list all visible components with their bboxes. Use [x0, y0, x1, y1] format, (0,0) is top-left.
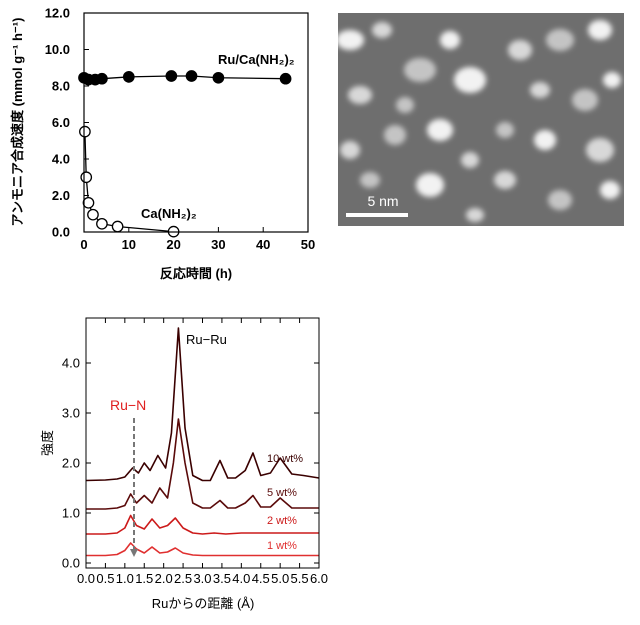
nanoparticle-blob [416, 173, 444, 197]
nanoparticle-blob [338, 30, 364, 50]
nanoparticle-blob [454, 67, 486, 93]
chartA-point-1-2 [82, 196, 95, 209]
chartA-point-0-3 [96, 72, 108, 85]
chartC-xtick-label: 0.5 [96, 571, 114, 586]
chartA-ytick-label: 12.0 [45, 6, 70, 21]
chartC-xtick-label: 6.0 [310, 571, 328, 586]
chartC-xtick-label: 2.0 [155, 571, 173, 586]
micrograph-background [338, 13, 624, 226]
chartC-xtick-label: 1.0 [116, 571, 134, 586]
chartC-xtick-label: 5.5 [291, 571, 309, 586]
nanoparticle-blob [384, 125, 406, 145]
chartA-xtick-label: 40 [256, 237, 270, 252]
nanoparticle-blob [496, 122, 514, 138]
chartC-xtick-label: 4.5 [252, 571, 270, 586]
chartA-point-1-0 [79, 125, 91, 138]
chartA-point-1-1 [80, 171, 93, 184]
rdf-chart: 0.0 0.5 1.0 1.5 2.0 2.5 3.0 3.5 4.0 4.5 5.0 5.5 6.00… [40, 317, 328, 611]
chartA-point-0-7 [212, 71, 225, 84]
nanoparticle-blob [466, 208, 484, 222]
chartA-point-1-3 [87, 208, 99, 221]
chartA-ylabel: アンモニア合成速度 (mmol g⁻¹ h⁻¹) [10, 18, 25, 227]
chartC-label-2wt: 2 wt% [267, 515, 297, 527]
chartA-point-0-8 [279, 72, 292, 85]
nanoparticle-blob [548, 190, 572, 210]
chartC-xtick-label: 3.5 [213, 571, 231, 586]
chartC-series-line-1 [86, 418, 319, 510]
chartC-xtick-label: 1.5 [135, 571, 153, 586]
chartC-ytick-label: 1.0 [62, 506, 80, 521]
chartC-xtick-label: 2.5 [174, 571, 192, 586]
nanoparticle-blob [530, 82, 550, 98]
nanoparticle-blob [600, 181, 620, 199]
chartA-xtick-label: 30 [211, 237, 225, 252]
nanoparticle-blob [508, 40, 532, 60]
nanoparticle-blob [348, 86, 372, 104]
ru-n-marker-arrow [130, 549, 138, 557]
nanoparticle-blob [546, 29, 574, 51]
chartA-xlabel: 反応時間 (h) [160, 266, 232, 281]
chartC-ytick-label: 2.0 [62, 456, 80, 471]
chartA-series-label-ru: Ru/Ca(NH₂)₂ [218, 52, 295, 67]
nanoparticle-blob [588, 20, 612, 40]
chartC-ytick-label: 4.0 [62, 356, 80, 371]
scale-bar-label: 5 nm [367, 193, 398, 209]
chartA-ytick-label: 8.0 [52, 79, 70, 94]
chartC-xtick-label: 3.0 [193, 571, 211, 586]
nanoparticle-blob [360, 172, 380, 188]
chartA-xtick-label: 0 [80, 237, 87, 252]
nanoparticle-blob [534, 130, 556, 150]
nanoparticle-blob [572, 89, 598, 111]
nanoparticle-blob [404, 58, 436, 82]
chartC-annotation-ru-ru: Ru−Ru [186, 332, 227, 347]
nanoparticle-blob [603, 72, 621, 88]
chartA-ytick-label: 6.0 [52, 115, 70, 130]
chartA-point-1-5 [111, 220, 124, 233]
chartA-ytick-label: 2.0 [52, 188, 70, 203]
chartC-xtick-label: 4.0 [232, 571, 250, 586]
chartC-ylabel: 強度 [40, 430, 55, 456]
nanoparticle-blob [396, 97, 414, 113]
nanoparticle-blob [340, 141, 360, 159]
chartA-background [84, 13, 308, 232]
chartA-frame [83, 12, 309, 233]
nanoparticle-blob [586, 138, 614, 162]
tem-micrograph: 5 nm [338, 13, 624, 226]
chartC-xtick-label: 0.0 [77, 571, 95, 586]
chartA-point-0-6 [185, 70, 198, 82]
nanoparticle-blob [494, 171, 516, 189]
chartA-ytick-label: 4.0 [52, 152, 70, 167]
nanoparticle-blob [372, 22, 392, 38]
nanoparticle-blob [440, 31, 460, 49]
chartA-xtick-label: 10 [122, 237, 136, 252]
chartC-label-10wt: 10 wt% [267, 453, 303, 465]
ammonia-rate-chart: 0 10 20 30 40 50 0.0 2.0 4.0 6.0 8.0 10.0 12.0 Ru/Ca… [10, 6, 315, 282]
chartA-ytick-label: 0.0 [52, 225, 70, 240]
chartC-label-1wt: 1 wt% [267, 540, 297, 552]
chartC-xtick-label: 5.0 [271, 571, 289, 586]
chartC-ytick-label: 0.0 [62, 556, 80, 571]
scale-bar [346, 213, 408, 217]
chartA-point-0-5 [165, 70, 178, 82]
chartA-point-1-4 [96, 217, 108, 230]
chartA-xtick-label: 20 [166, 237, 180, 252]
chartC-xlabel: Ruからの距離 (Å) [152, 596, 255, 611]
chartC-series-line-3 [86, 542, 319, 557]
chartC-label-5wt: 5 wt% [267, 487, 297, 499]
nanoparticle-blob [427, 119, 453, 141]
chartC-annotation-ru-n: Ru−N [110, 397, 146, 413]
chartC-ytick-label: 3.0 [62, 406, 80, 421]
chartA-series-label-ca: Ca(NH₂)₂ [141, 206, 197, 221]
nanoparticle-blob [461, 152, 479, 168]
chartA-xtick-label: 50 [301, 237, 315, 252]
chartA-point-0-4 [122, 71, 135, 83]
chartA-ytick-label: 10.0 [45, 42, 70, 57]
chartC-frame [85, 317, 320, 569]
chartC-series-line-2 [86, 514, 319, 535]
